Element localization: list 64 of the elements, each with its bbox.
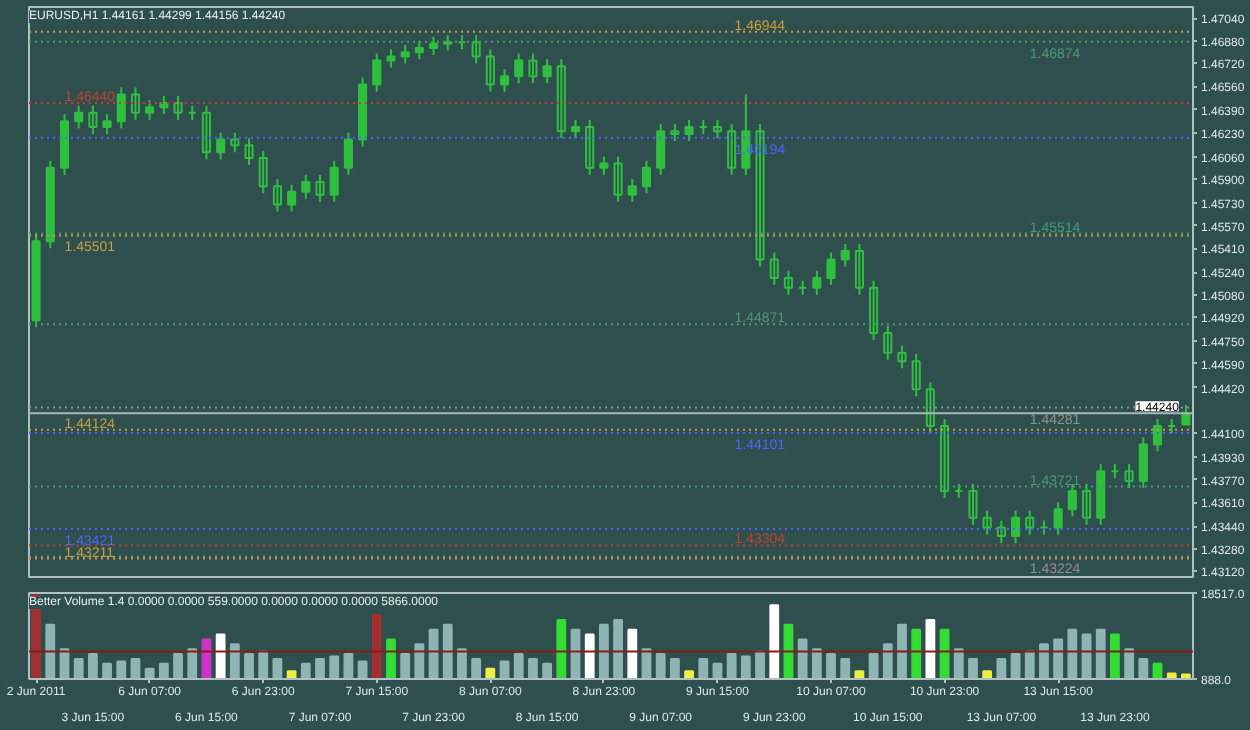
candlestick	[499, 68, 510, 93]
candlestick	[301, 173, 311, 200]
candlestick	[400, 44, 410, 65]
candlestick	[1067, 482, 1077, 518]
candlestick	[996, 519, 1006, 545]
candlestick	[826, 251, 836, 286]
candlestick	[869, 279, 879, 341]
candlestick	[982, 509, 992, 536]
candlestick	[429, 35, 439, 56]
candlestick	[244, 137, 254, 167]
candlestick	[556, 58, 566, 140]
candlestick	[656, 123, 666, 176]
candlestick	[854, 243, 864, 296]
candlestick	[343, 131, 353, 176]
candlestick	[940, 417, 950, 499]
candlestick	[88, 104, 98, 135]
candlestick	[230, 131, 240, 154]
candlestick	[528, 52, 538, 85]
candlestick	[968, 482, 978, 526]
candlestick	[897, 344, 907, 370]
candlestick	[585, 118, 595, 176]
candlestick	[216, 131, 226, 161]
candlestick	[641, 159, 652, 195]
candlestick	[1138, 436, 1148, 490]
candlestick	[514, 52, 524, 85]
candlestick	[1053, 501, 1063, 536]
candlestick	[925, 381, 935, 435]
candlestick	[258, 149, 268, 195]
candlestick	[471, 34, 481, 65]
candlestick	[627, 178, 637, 203]
candlestick	[727, 123, 737, 176]
candlestick	[1025, 509, 1035, 536]
candlestick	[130, 86, 141, 121]
candlestick	[272, 178, 282, 213]
candlestick	[173, 94, 183, 121]
candlestick	[329, 159, 339, 203]
candlestick	[883, 324, 893, 361]
candlestick	[74, 104, 84, 130]
candlestick	[414, 39, 424, 61]
candlestick	[1011, 509, 1021, 545]
candlestick	[1081, 482, 1092, 526]
candlestick	[911, 353, 921, 398]
candlestick	[386, 48, 396, 69]
candlestick	[542, 58, 552, 85]
candlestick	[372, 52, 382, 93]
candlestick	[287, 183, 297, 213]
candlestick	[840, 243, 850, 268]
candlestick	[769, 251, 779, 286]
candlestick	[684, 118, 694, 143]
candlestick	[485, 48, 495, 93]
candlestick	[1096, 463, 1106, 526]
candlestick	[1124, 463, 1134, 490]
candlestick	[783, 269, 793, 296]
candlestick	[613, 155, 623, 203]
candlestick	[145, 99, 155, 121]
candlestick	[712, 118, 723, 140]
candlestick	[59, 113, 70, 176]
candlestick	[116, 86, 126, 130]
candlestick	[599, 155, 609, 176]
candlestick	[315, 173, 325, 203]
candlestick	[102, 113, 112, 135]
candlestick	[812, 269, 822, 296]
candlestick	[201, 104, 211, 161]
candlestick	[570, 118, 581, 140]
